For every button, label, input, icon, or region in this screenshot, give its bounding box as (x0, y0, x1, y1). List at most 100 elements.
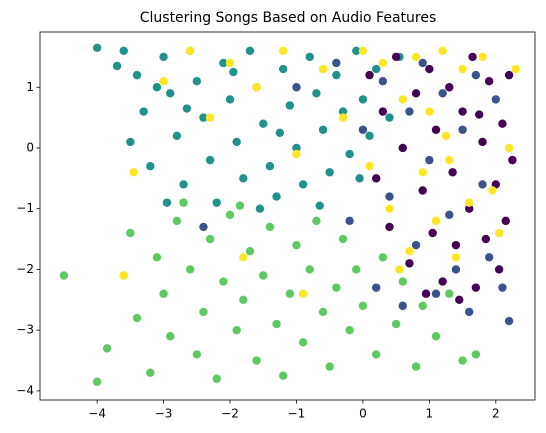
point (172, 216, 182, 226)
point (448, 168, 457, 177)
point (372, 350, 381, 359)
y-tick-label: −2 (16, 262, 34, 276)
point (471, 350, 481, 359)
point (332, 70, 341, 80)
point (102, 344, 112, 353)
point (504, 143, 514, 153)
point (132, 70, 142, 80)
point (229, 67, 238, 77)
point (278, 64, 288, 74)
point (428, 228, 437, 238)
point (418, 301, 427, 311)
point (315, 201, 324, 210)
point (345, 149, 354, 159)
y-tick-label: −1 (16, 201, 34, 215)
point (378, 76, 388, 86)
point (451, 253, 461, 262)
point (318, 125, 328, 134)
point (498, 283, 507, 292)
point (438, 46, 447, 56)
point (425, 64, 434, 74)
point (159, 289, 168, 298)
point (259, 271, 268, 280)
point (245, 247, 255, 256)
point (411, 52, 421, 62)
point (212, 374, 221, 383)
point (185, 265, 195, 274)
point (275, 128, 285, 138)
point (325, 168, 334, 177)
point (484, 253, 494, 262)
point (265, 222, 275, 232)
point (398, 277, 407, 286)
point (239, 174, 248, 183)
point (385, 192, 394, 201)
point (92, 377, 102, 386)
point (352, 265, 361, 274)
point (225, 58, 235, 68)
point (378, 58, 388, 68)
point (292, 240, 301, 250)
point (239, 253, 248, 262)
point (484, 76, 494, 86)
point (119, 46, 128, 56)
point (468, 52, 477, 62)
point (172, 131, 182, 141)
point (358, 125, 368, 134)
point (239, 295, 248, 305)
point (378, 107, 388, 116)
point (372, 283, 381, 292)
point (318, 64, 328, 74)
point (474, 110, 484, 119)
point (488, 186, 497, 195)
point (159, 52, 168, 62)
point (199, 222, 208, 232)
point (352, 46, 361, 56)
point (219, 277, 228, 286)
point (232, 325, 241, 335)
point (504, 316, 514, 326)
x-tick-label: 1 (426, 407, 434, 421)
point (129, 168, 138, 177)
point (411, 89, 421, 98)
point (92, 43, 102, 52)
point (465, 198, 474, 207)
point (358, 301, 368, 311)
y-tick-label: −3 (16, 323, 34, 337)
point (458, 125, 467, 134)
point (298, 180, 308, 189)
point (225, 95, 235, 104)
point (494, 228, 504, 238)
point (179, 198, 188, 207)
x-tick-label: −1 (288, 407, 306, 421)
point (345, 325, 354, 335)
point (391, 52, 401, 62)
plot-frame (39, 31, 536, 401)
x-tick-label: −2 (221, 407, 239, 421)
point (441, 131, 451, 141)
point (378, 253, 388, 262)
point (455, 295, 464, 305)
point (471, 283, 481, 292)
point (152, 83, 162, 92)
point (298, 289, 308, 298)
point (411, 362, 421, 371)
point (232, 137, 241, 147)
point (255, 204, 265, 213)
point (481, 234, 491, 244)
point (445, 289, 454, 298)
point (185, 46, 195, 56)
point (501, 216, 510, 226)
point (508, 155, 517, 165)
y-tick-label: 0 (26, 140, 34, 154)
point (252, 83, 261, 92)
point (119, 271, 128, 280)
point (312, 216, 321, 226)
point (179, 180, 188, 189)
point (146, 368, 155, 377)
point (405, 247, 414, 256)
point (298, 338, 308, 347)
point (498, 119, 507, 128)
point (365, 131, 374, 141)
